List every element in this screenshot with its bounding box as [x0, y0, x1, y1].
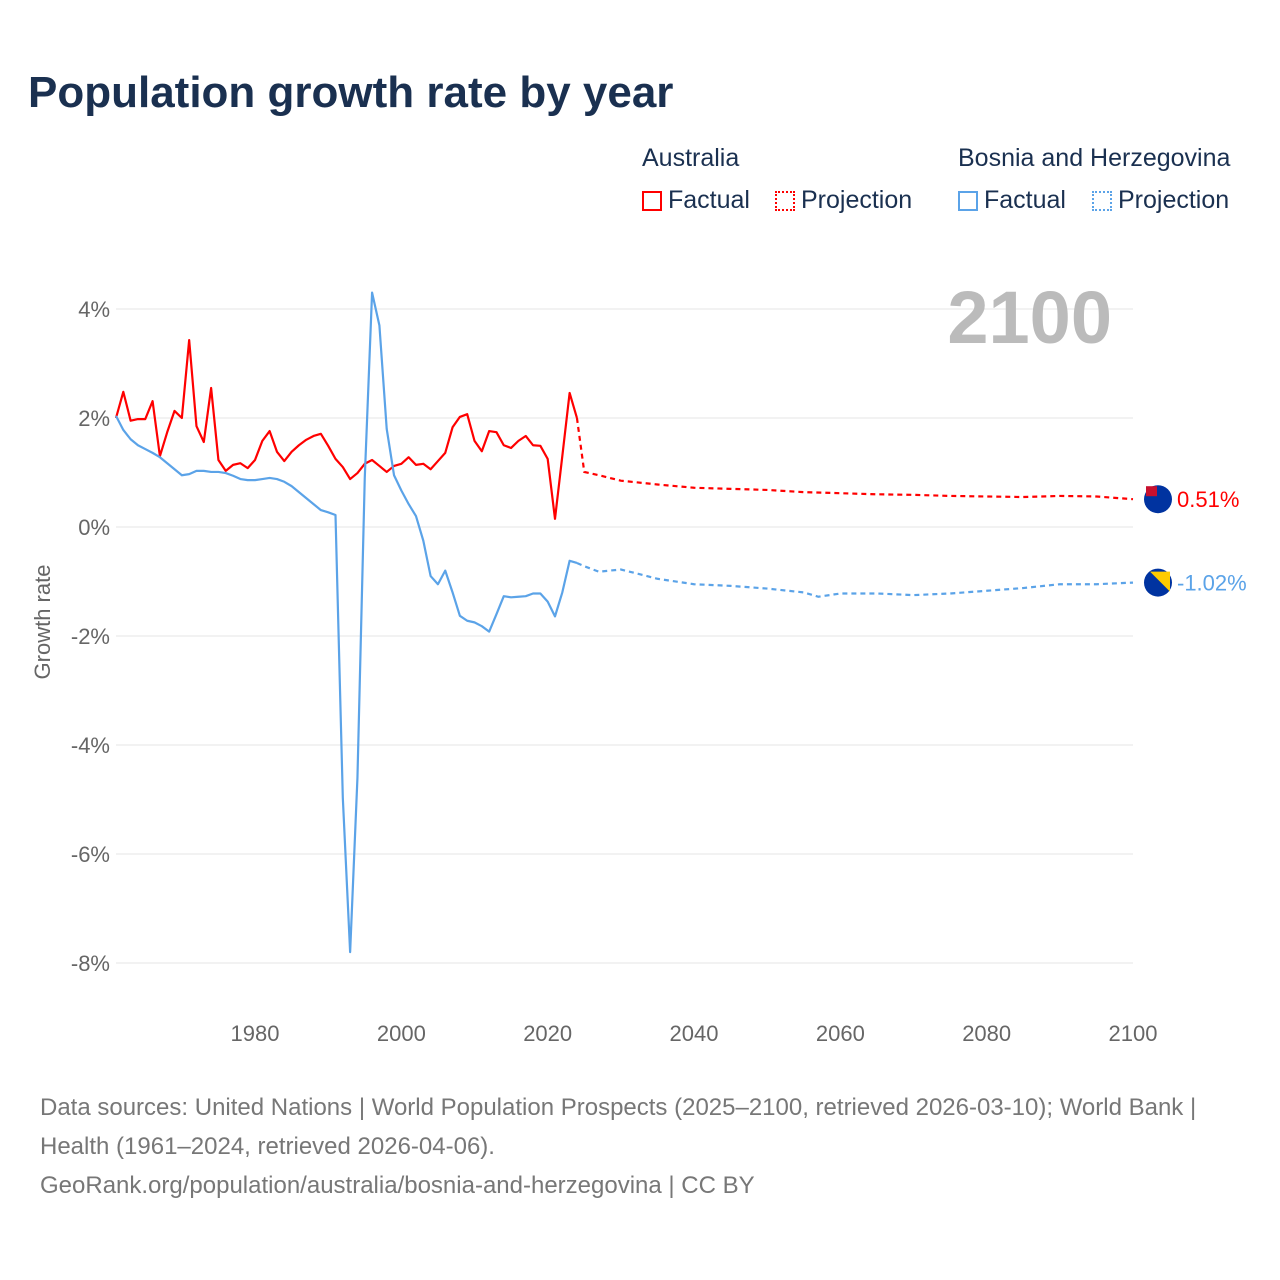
data-sources: Data sources: United Nations | World Pop… [40, 1094, 1197, 1160]
x-tick-label: 2080 [962, 1021, 1011, 1046]
bosnia-flag-triangle [1150, 571, 1170, 592]
x-tick-label: 2000 [377, 1021, 426, 1046]
legend-swatch [1092, 191, 1112, 211]
attribution-link[interactable]: GeoRank.org/population/australia/bosnia-… [40, 1172, 755, 1199]
y-tick-label: -2% [71, 624, 110, 649]
legend-label: Factual [984, 186, 1066, 214]
end-value-label: -1.02% [1177, 571, 1247, 596]
chart-title: Population growth rate by year [28, 68, 674, 117]
legend-australia-factual[interactable]: Factual [642, 186, 750, 215]
y-axis-label: Growth rate [30, 565, 55, 680]
legend-australia-title: Australia [642, 144, 740, 172]
legend-label: Projection [801, 186, 913, 214]
legend-label: Factual [668, 186, 750, 214]
australia-flag-union [1146, 486, 1157, 497]
x-tick-label: 2100 [1109, 1021, 1158, 1046]
line-bosnia-factual [115, 291, 578, 954]
legend-swatch [775, 191, 795, 211]
y-tick-label: -4% [71, 733, 110, 758]
y-tick-label: 0% [78, 515, 110, 540]
line-australia-projection [575, 417, 1134, 501]
y-tick-label: -8% [71, 951, 110, 976]
y-tick-label: 2% [78, 406, 110, 431]
legend-swatch [958, 191, 978, 211]
x-tick-label: 1980 [231, 1021, 280, 1046]
chart-area: 4% 2% 0% -2% -4% -6% -8% 1980 2000 2020 2040 2060 20… [30, 276, 1247, 1046]
end-value-label: 0.51% [1177, 487, 1239, 512]
x-tick-label: 2020 [523, 1021, 572, 1046]
x-tick-label: 2040 [670, 1021, 719, 1046]
legend-bosnia-title: Bosnia and Herzegovina [958, 144, 1231, 172]
x-tick-label: 2060 [816, 1021, 865, 1046]
line-bosnia-projection [576, 561, 1134, 598]
legend-bosnia-factual[interactable]: Factual [958, 186, 1066, 215]
legend-australia-projection[interactable]: Projection [775, 186, 912, 215]
legend-swatch [642, 191, 662, 211]
footer: Data sources: United Nations | World Pop… [40, 1088, 1240, 1205]
y-tick-label: 4% [78, 297, 110, 322]
y-tick-label: -6% [71, 842, 110, 867]
legend-bosnia-projection[interactable]: Projection [1092, 186, 1229, 215]
line-australia-factual [114, 338, 578, 520]
legend-label: Projection [1118, 186, 1230, 214]
year-display: 2100 [947, 276, 1112, 359]
